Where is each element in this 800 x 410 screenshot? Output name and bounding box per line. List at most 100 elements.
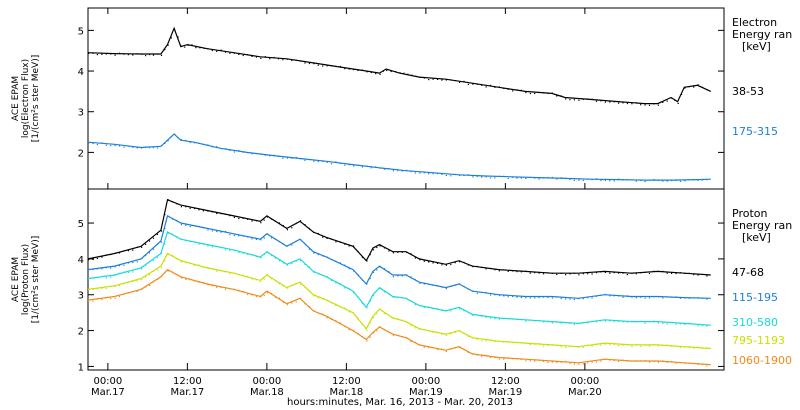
proton-series-point-1 — [662, 297, 664, 299]
electron-series-point-0 — [118, 52, 121, 54]
proton-series-point-1 — [489, 294, 492, 296]
proton-series-point-4 — [445, 350, 447, 353]
proton-series-point-2 — [339, 283, 341, 285]
proton-series-point-1 — [644, 297, 646, 299]
electron-series-point-0 — [578, 99, 580, 101]
electron-series-point-0 — [255, 56, 257, 58]
proton-series-point-0 — [189, 207, 191, 209]
proton-series-point-3 — [361, 323, 363, 325]
proton-series-point-1 — [361, 279, 363, 281]
proton-series-point-2 — [401, 297, 403, 299]
electron-series-point-1 — [189, 141, 191, 143]
electron-series-point-1 — [450, 175, 452, 177]
electron-series-point-0 — [428, 79, 430, 81]
proton-series-point-4 — [278, 297, 280, 299]
electron-series-point-1 — [180, 139, 182, 141]
proton-ytick-label: 2 — [78, 327, 84, 338]
proton-series-point-3 — [300, 283, 302, 285]
proton-series-point-0 — [282, 225, 284, 227]
electron-series-point-1 — [613, 180, 615, 182]
proton-series-point-4 — [369, 336, 371, 338]
proton-series-point-2 — [189, 240, 191, 243]
electron-series-point-0 — [432, 78, 434, 80]
proton-series-point-2 — [194, 241, 196, 243]
electron-ytick-label: 4 — [78, 67, 84, 78]
proton-series-point-2 — [436, 308, 439, 310]
proton-series-point-4 — [260, 296, 262, 298]
electron-series-point-1 — [436, 173, 439, 175]
electron-series-point-1 — [538, 178, 540, 180]
proton-legend-title: [keV] — [742, 231, 771, 244]
electron-series-point-1 — [388, 168, 390, 170]
x-tick-time: 12:00 — [491, 376, 520, 387]
proton-series-point-1 — [379, 266, 381, 268]
proton-series-point-3 — [600, 344, 602, 346]
proton-series-point-1 — [220, 231, 222, 233]
proton-series-point-4 — [322, 313, 324, 315]
proton-series-point-1 — [463, 285, 465, 287]
proton-series-point-0 — [538, 272, 540, 274]
proton-series-point-4 — [419, 344, 421, 346]
proton-series-point-3 — [339, 306, 341, 308]
electron-series-point-0 — [507, 88, 509, 90]
proton-series-point-2 — [578, 322, 580, 324]
proton-series-point-0 — [88, 259, 90, 261]
proton-series-point-0 — [666, 272, 668, 274]
electron-series-point-1 — [688, 179, 690, 181]
electron-series-point-1 — [242, 151, 244, 153]
proton-series-point-2 — [494, 318, 496, 320]
electron-series-point-1 — [233, 151, 235, 153]
proton-series-point-4 — [525, 360, 527, 362]
proton-series-point-1 — [622, 296, 624, 298]
electron-series-point-1 — [357, 164, 359, 166]
electron-series-point-1 — [170, 136, 172, 138]
electron-series-point-1 — [657, 179, 659, 181]
electron-series-point-0 — [450, 79, 452, 81]
proton-series-point-0 — [255, 220, 257, 222]
proton-series-point-0 — [472, 266, 474, 268]
electron-series-point-0 — [467, 83, 469, 85]
proton-series-point-2 — [123, 271, 125, 273]
proton-series-point-3 — [238, 274, 240, 276]
proton-series-point-2 — [520, 319, 522, 321]
electron-series-point-0 — [145, 55, 147, 57]
electron-series-point-1 — [251, 153, 253, 155]
proton-series-point-2 — [587, 322, 589, 324]
proton-series-point-2 — [653, 320, 655, 322]
proton-series-point-4 — [101, 298, 103, 301]
x-axis-label: hours:minutes, Mar. 16, 2013 - Mar. 20, … — [287, 397, 513, 408]
electron-series-point-1 — [560, 177, 562, 179]
proton-series-point-1 — [344, 264, 346, 266]
proton-series-point-4 — [211, 285, 213, 287]
proton-series-point-3 — [538, 343, 540, 345]
proton-series-point-4 — [631, 360, 633, 362]
proton-series-point-4 — [657, 361, 659, 363]
proton-series-point-2 — [291, 263, 293, 265]
proton-series-point-0 — [152, 237, 155, 239]
proton-series-point-4 — [127, 292, 129, 294]
proton-series-point-2 — [640, 320, 642, 322]
proton-series-point-4 — [295, 301, 297, 303]
electron-series-point-1 — [164, 142, 166, 144]
proton-series-point-3 — [503, 341, 505, 343]
proton-series-point-1 — [118, 265, 121, 267]
proton-series-point-1 — [194, 225, 196, 227]
proton-series-point-0 — [414, 257, 416, 259]
proton-series-point-0 — [357, 250, 359, 253]
electron-series-point-0 — [366, 71, 368, 73]
electron-ytick-label: 5 — [78, 26, 84, 37]
proton-series-point-3 — [207, 266, 209, 268]
proton-series-point-0 — [476, 265, 478, 267]
electron-legend-title: [keV] — [742, 40, 771, 53]
proton-series-point-4 — [266, 292, 269, 294]
proton-series-point-1 — [520, 296, 522, 298]
electron-series-point-1 — [410, 170, 412, 173]
x-tick-date: Mar.18 — [329, 387, 363, 398]
electron-series-point-0 — [445, 79, 447, 81]
electron-series-point-1 — [512, 176, 514, 178]
proton-series-point-4 — [392, 334, 394, 336]
electron-y-axis-label-line: log(Electron Flux) — [21, 59, 31, 138]
electron-series-point-1 — [304, 159, 306, 161]
electron-series-point-1 — [463, 174, 465, 176]
proton-series-point-2 — [697, 325, 699, 327]
